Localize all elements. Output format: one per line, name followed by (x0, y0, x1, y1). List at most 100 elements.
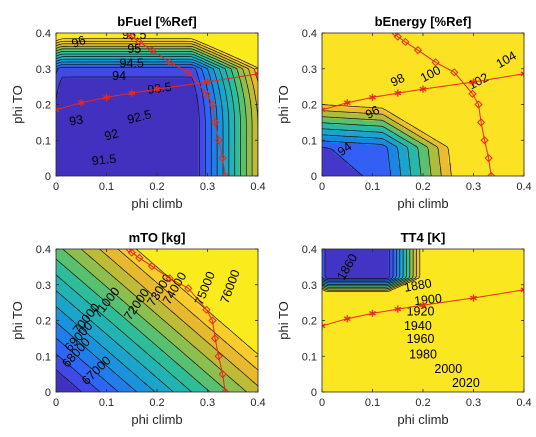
contour-level-2040 (322, 249, 421, 293)
diamond-marker (202, 89, 211, 98)
y-tick-label: 0.3 (36, 280, 51, 292)
asterisk-marker (419, 85, 427, 93)
diamond-marker (147, 262, 157, 271)
y-tick-label: 0.4 (36, 28, 51, 40)
x-tick-label: 0.1 (365, 397, 380, 409)
asterisk-marker (56, 106, 60, 114)
contour-level-1900 (322, 249, 397, 282)
contour-label: 94 (112, 69, 126, 83)
y-tick-label: 0.2 (36, 100, 51, 112)
contour-label: 1960 (407, 332, 435, 346)
x-tick-label: 0.2 (415, 397, 430, 409)
contour-label: 96 (70, 33, 88, 51)
diamond-marker (218, 154, 227, 163)
contour-level-94 (322, 140, 392, 176)
contour-level-102 (322, 116, 432, 176)
diamond-marker (214, 352, 223, 361)
asterisk-marker (322, 106, 326, 114)
x-tick-label: 0 (53, 397, 59, 409)
contour-level-94.5 (56, 51, 241, 176)
asterisk-marker (77, 99, 85, 107)
contour-lines (322, 104, 452, 176)
asterisk-marker (322, 322, 326, 330)
chart-title: TT4 [K] (401, 230, 446, 245)
y-tick-label: 0.2 (36, 316, 51, 328)
x-axis-label: phi climb (131, 412, 182, 427)
contour-label: 91.5 (91, 152, 117, 168)
diamond-marker (487, 171, 496, 176)
contour-level-91.5 (56, 66, 206, 176)
panel-bfuel: 9695.59594.59493.59392.59291.5000.10.10.… (10, 14, 266, 211)
contour-lines (56, 249, 258, 392)
contour-level-1860 (324, 249, 391, 279)
x-tick-label: 0 (319, 397, 325, 409)
diamond-marker (401, 37, 410, 47)
diamond-marker (214, 136, 223, 145)
diamond-marker (184, 68, 193, 77)
contour-label: 94 (335, 139, 355, 159)
x-tick-label: 0.3 (200, 397, 215, 409)
x-axis-label: phi climb (397, 196, 448, 211)
x-axis-label: phi climb (131, 196, 182, 211)
y-tick-label: 0 (311, 171, 317, 183)
x-tick-label: 0 (53, 181, 59, 193)
diamond-marker (468, 89, 477, 98)
asterisk-marker (254, 70, 258, 78)
panel-tt4: 186018801900192019401960198020002020000.… (276, 230, 532, 427)
diamond-marker (127, 33, 136, 41)
asterisk-marker (204, 78, 211, 86)
asterisk-marker (343, 99, 351, 107)
diamond-marker (135, 37, 144, 47)
contour-level-98 (322, 128, 412, 176)
diamond-marker (208, 316, 217, 325)
contour-label: 95 (127, 42, 141, 56)
contour-label: 98 (388, 71, 407, 90)
contour-label: 2020 (452, 376, 480, 390)
y-axis-label: phi TO (276, 85, 291, 124)
contour-label: 93 (68, 112, 84, 128)
asterisk-marker (343, 315, 351, 323)
panel-benergy: 104102100989694000.10.10.20.20.30.30.40.… (276, 14, 532, 211)
contour-label: 1940 (404, 319, 432, 333)
asterisk-marker (128, 89, 136, 97)
chart-title: mTO [kg] (129, 230, 186, 245)
asterisk-marker (369, 93, 376, 101)
contour-label: 95.5 (122, 28, 146, 42)
y-tick-label: 0.3 (36, 64, 51, 76)
x-tick-label: 0.3 (466, 181, 481, 193)
y-tick-label: 0.3 (302, 280, 317, 292)
x-tick-label: 0.3 (200, 181, 215, 193)
contour-level-70000 (56, 306, 156, 392)
chart-title: bFuel [%Ref] (117, 14, 196, 29)
diamond-marker (221, 171, 230, 176)
diamond-marker (210, 118, 220, 127)
contour-label: 2000 (434, 362, 462, 376)
asterisk-marker (153, 85, 161, 93)
contour-level-1920 (322, 249, 401, 284)
contour-label: 1880 (403, 276, 433, 295)
contour-label: 96 (363, 103, 382, 122)
diamond-marker (135, 253, 144, 263)
asterisk-marker (470, 78, 477, 86)
x-axis-label: phi climb (397, 412, 448, 427)
diamond-marker (210, 334, 220, 343)
series-diamond (391, 33, 496, 176)
contour-level-95 (56, 48, 247, 176)
asterisk-marker (520, 70, 524, 78)
x-tick-label: 0.4 (250, 181, 265, 193)
contour-level-106 (322, 104, 452, 176)
x-tick-label: 0.4 (516, 181, 531, 193)
asterisk-marker (369, 309, 376, 317)
chart-title: bEnergy [%Ref] (375, 14, 472, 29)
y-axis-label: phi TO (10, 301, 25, 340)
contour-level-69000 (56, 322, 137, 392)
contour-level-95.5 (56, 45, 253, 176)
contour-level-92 (322, 146, 364, 176)
x-tick-label: 0.2 (149, 181, 164, 193)
diamond-marker (480, 136, 489, 145)
contour-label: 92.5 (126, 107, 153, 126)
contour-level-93.5 (56, 56, 230, 176)
y-tick-label: 0.2 (302, 100, 317, 112)
